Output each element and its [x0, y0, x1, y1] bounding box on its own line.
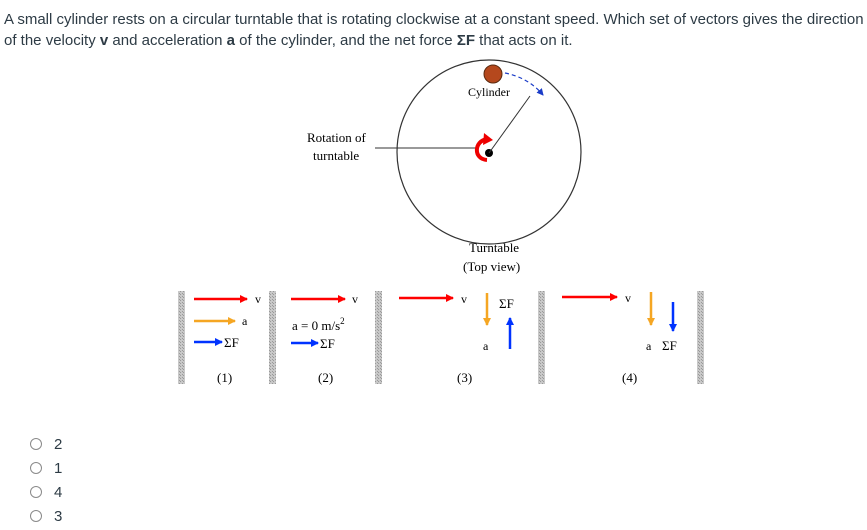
vector-option-4: v a ΣF (4): [562, 291, 677, 385]
answer-label: 2: [54, 435, 63, 453]
acceleration-label: a: [242, 314, 248, 328]
vector-option-2: v a = 0 m/s2 ΣF (2): [291, 292, 358, 385]
net-force-label: ΣF: [320, 336, 335, 351]
turntable-circle: [396, 59, 582, 245]
radio-button[interactable]: [30, 462, 42, 474]
rotation-label-line1: Rotation of: [307, 130, 367, 145]
velocity-label: v: [625, 291, 631, 305]
answer-label: 1: [54, 459, 63, 477]
radius-line: [488, 95, 531, 154]
net-force-label: ΣF: [499, 296, 514, 311]
velocity-symbol: v: [99, 32, 109, 49]
acceleration-label: a: [646, 339, 652, 353]
answer-option[interactable]: 4: [30, 480, 62, 504]
separator-bar: [178, 291, 185, 384]
question-part: A small cylinder rests on a circular tur…: [4, 11, 864, 49]
velocity-label: v: [461, 292, 467, 306]
question-text: A small cylinder rests on a circular tur…: [4, 9, 866, 51]
acceleration-label: a: [483, 339, 489, 353]
turntable-figure: Cylinder Rotation of turntable Turntable…: [178, 59, 704, 385]
radio-button[interactable]: [30, 486, 42, 498]
separator-bar: [538, 291, 545, 384]
separator-bar: [269, 291, 276, 384]
question-part: that acts on it.: [474, 32, 573, 49]
answer-label: 3: [54, 507, 63, 525]
net-force-label: ΣF: [224, 335, 239, 350]
vector-option-3: v a ΣF (3): [399, 292, 514, 385]
net-force-symbol: ΣF: [456, 32, 475, 49]
option-number: (4): [622, 370, 637, 385]
radio-button[interactable]: [30, 438, 42, 450]
option-number: (1): [217, 370, 232, 385]
rotation-arrowhead-icon: [483, 133, 493, 145]
question-part: and acceleration: [108, 32, 227, 49]
turntable-label-line2: (Top view): [463, 259, 520, 274]
velocity-label: v: [255, 292, 261, 306]
cylinder-label: Cylinder: [468, 85, 510, 99]
question-part: of the cylinder, and the net force: [235, 32, 457, 49]
velocity-label: v: [352, 292, 358, 306]
answer-option[interactable]: 1: [30, 456, 62, 480]
answer-label: 4: [54, 483, 63, 501]
rotation-label-line2: turntable: [313, 148, 359, 163]
separator-bar: [375, 291, 382, 384]
cylinder-icon: [483, 64, 503, 84]
separator-bar: [697, 291, 704, 384]
net-force-label: ΣF: [662, 338, 677, 353]
vector-option-1: v a ΣF (1): [194, 292, 261, 385]
motion-path-icon: [504, 72, 544, 96]
acceleration-symbol: a: [226, 32, 235, 49]
option-number: (3): [457, 370, 472, 385]
radio-button[interactable]: [30, 510, 42, 522]
answer-option[interactable]: 3: [30, 504, 62, 528]
answer-option[interactable]: 2: [30, 432, 62, 456]
option-number: (2): [318, 370, 333, 385]
acceleration-label: a = 0 m/s2: [292, 316, 345, 333]
answer-choices: 2 1 4 3: [30, 432, 62, 528]
turntable-label-line1: Turntable: [469, 240, 519, 255]
